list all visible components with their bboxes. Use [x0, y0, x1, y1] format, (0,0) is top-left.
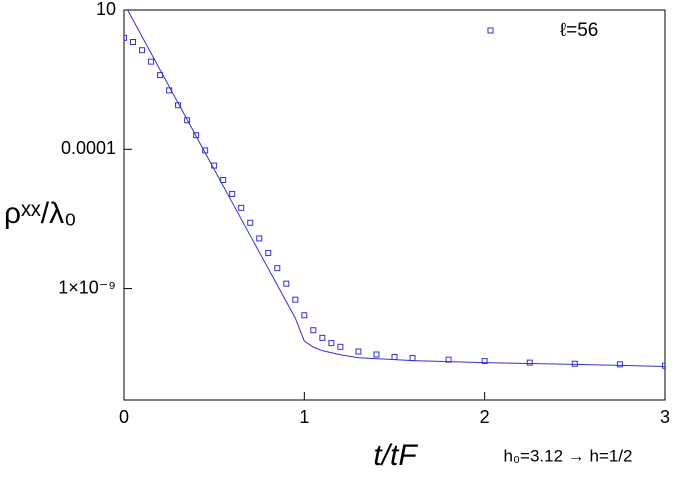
marker [616, 361, 623, 368]
curve [127, 10, 665, 367]
marker [310, 327, 317, 334]
marker [265, 249, 272, 256]
marker [391, 353, 398, 360]
marker [571, 360, 578, 367]
x-tick-label: 2 [480, 407, 490, 427]
marker [328, 340, 335, 347]
marker [283, 280, 290, 287]
x-tick-label: 1 [299, 407, 309, 427]
marker [373, 351, 380, 358]
marker [229, 190, 236, 197]
y-tick-label: 1×10⁻⁹ [58, 277, 116, 297]
marker [319, 334, 326, 341]
marker [184, 117, 191, 124]
y-axis-label: ρˣˣ/λ₀ [4, 197, 77, 230]
marker [238, 204, 245, 211]
marker [148, 58, 155, 65]
plot-area [124, 10, 665, 369]
marker [526, 359, 533, 366]
marker [193, 132, 200, 139]
legend-marker [487, 27, 494, 34]
marker [355, 348, 362, 355]
x-tick-label: 3 [660, 407, 670, 427]
y-tick-label: 0.0001 [61, 138, 116, 158]
marker [445, 356, 452, 363]
legend-label: ℓ=56 [560, 20, 598, 41]
marker [409, 355, 416, 362]
marker [301, 312, 308, 319]
marker [481, 358, 488, 365]
marker [247, 219, 254, 226]
marker [662, 362, 665, 369]
x-tick-label: 0 [119, 407, 129, 427]
marker [337, 343, 344, 350]
marker [139, 47, 146, 54]
annotation: h₀=3.12 → h=1/2 [504, 446, 633, 465]
marker [256, 235, 263, 242]
marker [292, 296, 299, 303]
marker [274, 265, 281, 272]
x-axis-label: t/tF [373, 439, 418, 472]
plot-frame [123, 9, 666, 401]
y-tick-label: 10 [96, 0, 116, 19]
marker [124, 34, 127, 41]
marker [220, 176, 227, 183]
marker [130, 39, 137, 46]
